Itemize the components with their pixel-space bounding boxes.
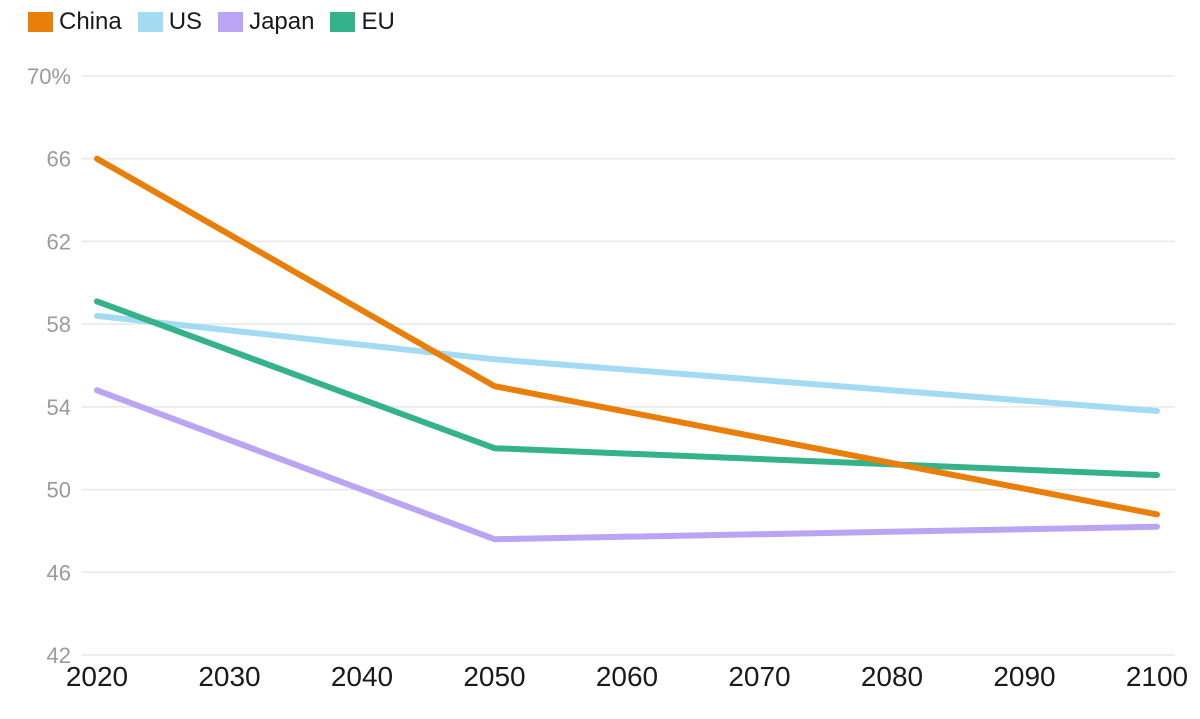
legend-item-eu: EU — [330, 8, 395, 35]
y-tick-label: 58 — [47, 312, 71, 337]
legend-item-china: China — [28, 9, 122, 35]
legend-label: EU — [361, 8, 395, 35]
x-tick-label: 2020 — [66, 661, 128, 692]
y-tick-label: 50 — [47, 478, 71, 503]
x-tick-label: 2060 — [596, 661, 658, 692]
series-line-japan — [94, 387, 1160, 543]
chart-legend: China US Japan EU — [28, 9, 411, 35]
x-tick-label: 2100 — [1126, 661, 1188, 692]
y-tick-label: 42 — [47, 643, 71, 668]
legend-label: US — [168, 8, 203, 35]
y-tick-label: 54 — [47, 395, 71, 420]
x-tick-label: 2070 — [728, 661, 790, 692]
legend-item-japan: Japan — [218, 9, 314, 35]
legend-swatch-japan — [218, 12, 244, 32]
y-tick-label: 62 — [47, 229, 71, 254]
series-line-china — [94, 155, 1160, 518]
y-tick-label: 46 — [47, 560, 71, 585]
y-tick-label: 66 — [47, 147, 71, 172]
x-tick-label: 2080 — [861, 661, 923, 692]
legend-item-us: US — [137, 8, 203, 35]
legend-label: China — [59, 8, 122, 35]
series-line-eu — [94, 298, 1160, 479]
legend-label: Japan — [249, 8, 315, 35]
y-tick-label: 70% — [27, 64, 71, 89]
legend-swatch-eu — [330, 12, 356, 32]
x-tick-label: 2090 — [993, 661, 1055, 692]
legend-swatch-china — [28, 12, 53, 32]
legend-swatch-us — [137, 12, 163, 32]
series-line-us — [94, 312, 1160, 414]
x-tick-label: 2030 — [198, 661, 260, 692]
x-tick-label: 2040 — [331, 661, 393, 692]
x-tick-label: 2050 — [463, 661, 525, 692]
